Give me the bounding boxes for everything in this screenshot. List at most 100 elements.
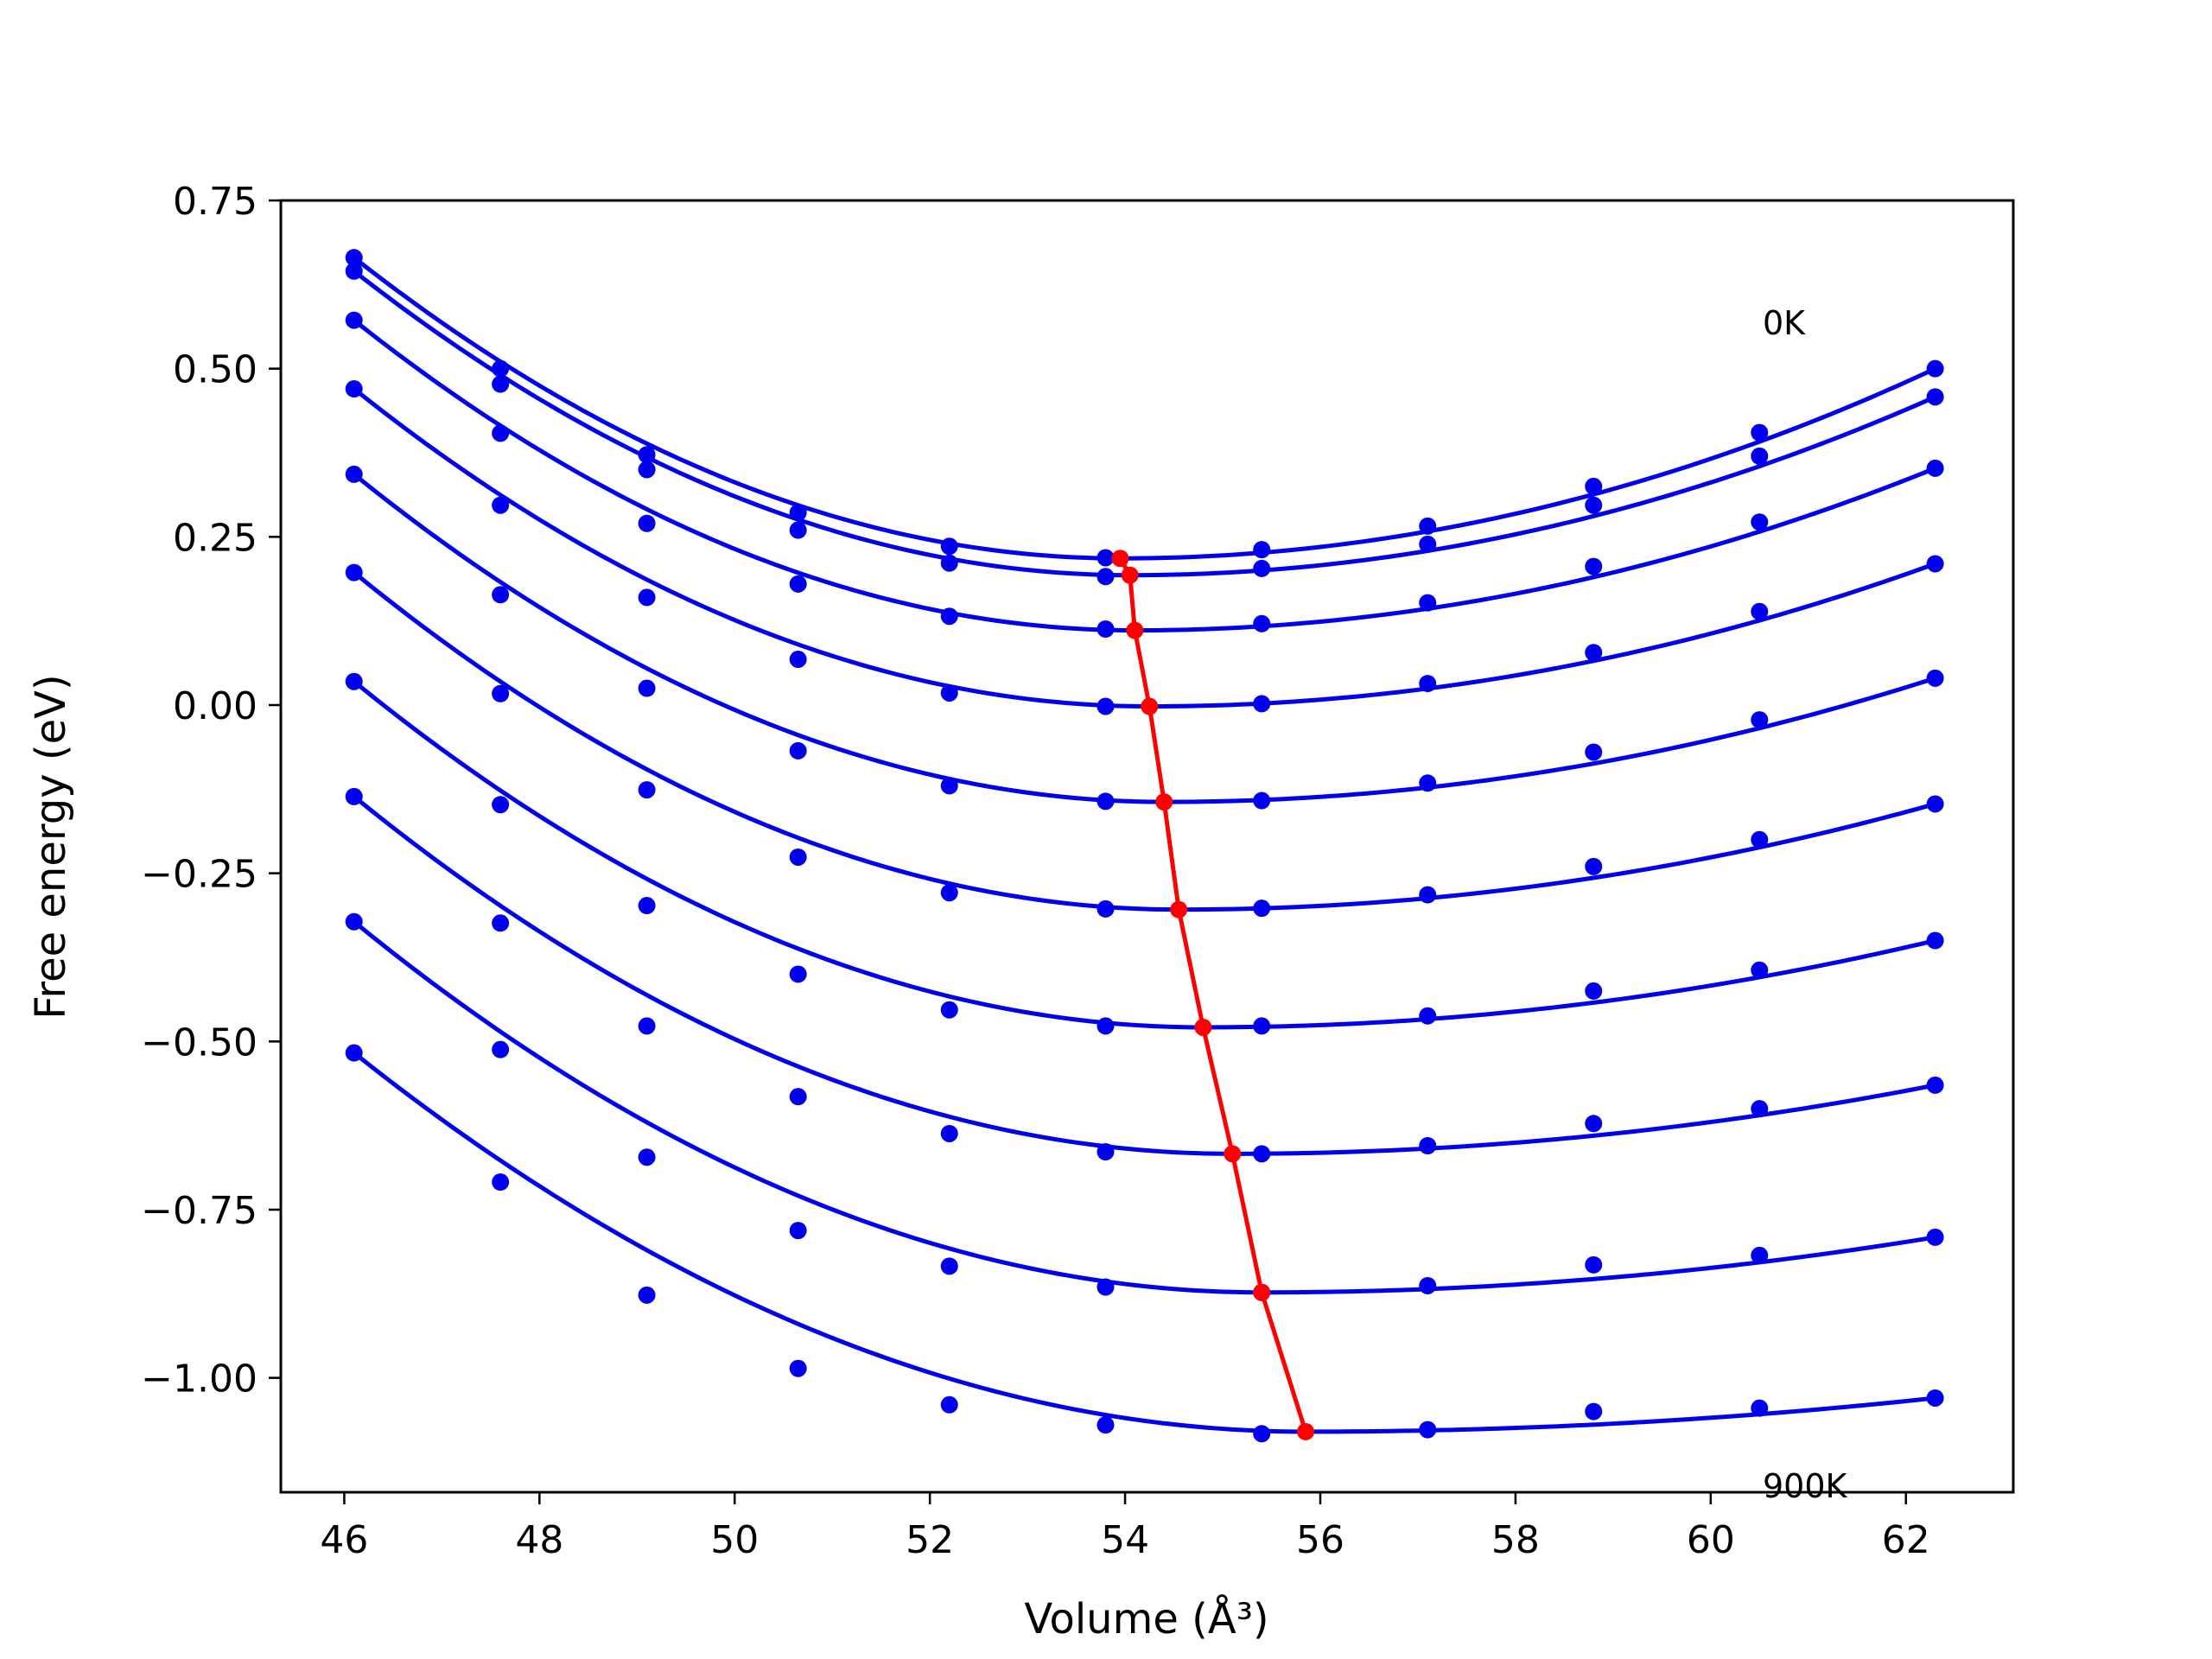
data-point [940, 607, 958, 626]
data-point [1253, 614, 1271, 632]
data-point [1419, 535, 1437, 553]
minima-line [1111, 550, 1315, 1440]
data-point [638, 897, 656, 915]
data-point [345, 249, 363, 267]
y-tick-label: 0.50 [173, 348, 257, 392]
data-point [1751, 1100, 1769, 1118]
fit-curve-0 [353, 256, 1936, 561]
minimum-point [1194, 1018, 1212, 1036]
data-point [345, 262, 363, 280]
data-points [345, 249, 1944, 1443]
data-point [789, 741, 807, 760]
data-point [638, 461, 656, 479]
data-point [1926, 795, 1944, 813]
data-point [1751, 830, 1769, 849]
data-point [1585, 477, 1603, 495]
fit-curve-4 [353, 472, 1936, 804]
data-point [345, 563, 363, 582]
data-point [1096, 568, 1115, 586]
data-point [1096, 792, 1115, 810]
x-tick-label: 50 [710, 1518, 759, 1562]
data-point [940, 554, 958, 572]
data-point [1419, 594, 1437, 612]
data-point [940, 1395, 958, 1414]
plot-frame [279, 199, 2015, 1494]
data-point [789, 504, 807, 522]
data-point [638, 1286, 656, 1304]
data-point [1096, 620, 1115, 638]
data-point [1419, 886, 1437, 904]
y-axis-ticks: 0.75 0.50 0.25 0.00 −0.25 −0.50 −0.75 −1.00 [141, 180, 281, 1402]
data-point [492, 496, 510, 514]
data-point [492, 424, 510, 442]
y-tick-label: −1.00 [141, 1357, 257, 1402]
data-point [1253, 791, 1271, 810]
data-point [1926, 555, 1944, 573]
minimum-point [1170, 900, 1188, 918]
data-point [940, 777, 958, 795]
data-point [789, 965, 807, 983]
data-point [940, 1257, 958, 1275]
data-point [1419, 1136, 1437, 1154]
data-point [638, 679, 656, 697]
data-point [1585, 982, 1603, 1000]
data-point [492, 914, 510, 932]
data-point [1419, 675, 1437, 693]
data-point [1751, 961, 1769, 979]
data-point [1253, 695, 1271, 713]
data-point [1096, 1017, 1115, 1035]
data-point [789, 651, 807, 669]
data-point [1096, 697, 1115, 715]
data-point [1585, 1115, 1603, 1133]
data-point [789, 848, 807, 866]
data-point [1751, 711, 1769, 729]
minimum-point [1224, 1145, 1242, 1163]
y-tick-label: 0.00 [173, 684, 257, 728]
fit-curve-6 [353, 679, 1936, 1030]
data-point [1751, 1246, 1769, 1264]
data-point [1096, 899, 1115, 918]
data-point [492, 1173, 510, 1192]
data-point [1253, 1145, 1271, 1163]
data-point [492, 586, 510, 604]
y-tick-label: −0.25 [141, 853, 257, 897]
data-point [1253, 559, 1271, 577]
x-tick-label: 48 [515, 1518, 563, 1562]
x-axis-ticks: 46 48 50 52 54 56 58 60 62 [320, 1492, 1930, 1562]
data-point [1253, 541, 1271, 559]
data-point [1419, 1421, 1437, 1439]
data-point [1585, 496, 1603, 514]
minimum-point [1155, 793, 1173, 811]
y-tick-label: −0.75 [141, 1189, 257, 1233]
data-point [492, 359, 510, 378]
data-point [1419, 774, 1437, 792]
data-point [1419, 1007, 1437, 1025]
data-point [1926, 1076, 1944, 1094]
data-point [1751, 602, 1769, 620]
fit-curve-8 [353, 919, 1936, 1295]
data-point [789, 521, 807, 539]
data-point [789, 1222, 807, 1240]
data-point [345, 787, 363, 805]
data-point [1253, 1017, 1271, 1035]
x-tick-label: 60 [1687, 1518, 1735, 1562]
data-point [789, 575, 807, 593]
data-point [940, 1001, 958, 1019]
y-axis-label: Free energy (eV) [27, 674, 75, 1019]
data-point [492, 1040, 510, 1058]
data-point [1253, 1425, 1271, 1443]
y-tick-label: −0.50 [141, 1020, 257, 1065]
fit-curve-9 [353, 1051, 1936, 1434]
minima-path [1118, 556, 1308, 1433]
data-point [1926, 931, 1944, 950]
data-point [1419, 1276, 1437, 1294]
fit-curves [353, 256, 1936, 1434]
data-point [492, 375, 510, 393]
annotation-0k: 0K [1763, 304, 1806, 342]
fit-curve-2 [353, 318, 1936, 633]
x-tick-label: 58 [1491, 1518, 1540, 1562]
data-point [1926, 1228, 1944, 1246]
data-point [1096, 1278, 1115, 1296]
